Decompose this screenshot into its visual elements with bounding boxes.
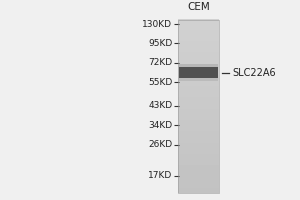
Text: 43KD: 43KD	[148, 101, 172, 110]
Bar	[179, 78, 218, 81]
Bar	[178, 20, 219, 193]
Text: 72KD: 72KD	[148, 58, 172, 67]
Text: SLC22A6: SLC22A6	[232, 68, 276, 78]
Text: 26KD: 26KD	[148, 140, 172, 149]
Text: 95KD: 95KD	[148, 39, 172, 48]
Bar	[179, 64, 218, 67]
Text: CEM: CEM	[187, 2, 210, 12]
Text: 55KD: 55KD	[148, 78, 172, 87]
Text: 130KD: 130KD	[142, 20, 172, 29]
Text: 34KD: 34KD	[148, 121, 172, 130]
Bar	[179, 67, 218, 78]
Text: 17KD: 17KD	[148, 171, 172, 180]
